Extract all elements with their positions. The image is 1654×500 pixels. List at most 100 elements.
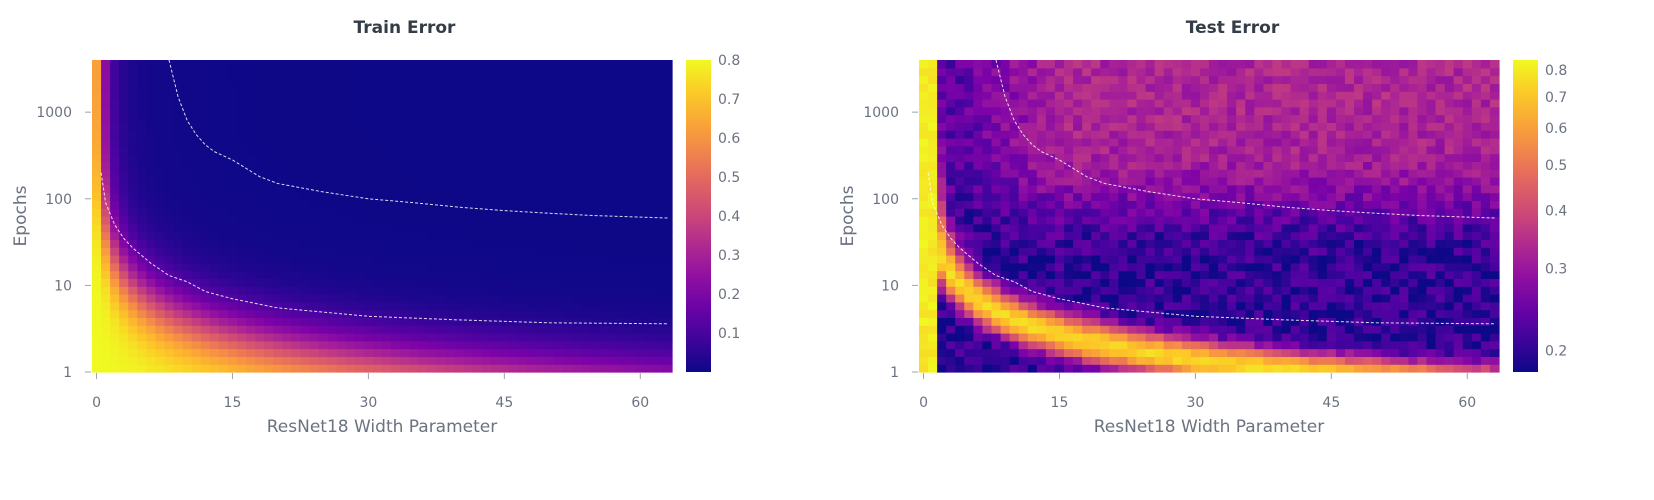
heatmap-cell — [919, 262, 929, 272]
heatmap-cell — [1036, 83, 1047, 92]
heatmap-cell — [1453, 75, 1464, 84]
heatmap-cell — [527, 239, 537, 248]
heatmap-cell — [1154, 286, 1165, 295]
heatmap-cell — [1444, 169, 1455, 178]
heatmap-cell — [209, 208, 220, 217]
heatmap-cell — [318, 301, 329, 311]
heatmap-cell — [662, 216, 673, 225]
heatmap-cell — [327, 270, 338, 279]
heatmap-cell — [463, 145, 474, 155]
heatmap-cell — [255, 364, 265, 373]
heatmap-cell — [1308, 138, 1319, 147]
heatmap-cell — [246, 247, 256, 256]
heatmap-cell — [946, 122, 956, 131]
heatmap-cell — [182, 309, 193, 318]
heatmap-cell — [919, 145, 929, 155]
heatmap-cell — [273, 278, 283, 287]
heatmap-cell — [1417, 286, 1428, 295]
heatmap-cell — [946, 301, 956, 311]
heatmap-cell — [1009, 294, 1020, 303]
heatmap-cell — [1181, 145, 1192, 155]
heatmap-cell — [1381, 106, 1391, 116]
heatmap-cell — [1109, 239, 1119, 248]
heatmap-cell — [1344, 99, 1355, 108]
heatmap-cell — [1064, 231, 1074, 240]
heatmap-cell — [1073, 333, 1083, 342]
heatmap-cell — [973, 309, 984, 318]
heatmap-cell — [1218, 356, 1228, 365]
heatmap-cell — [1372, 169, 1382, 178]
heatmap-cell — [427, 192, 437, 201]
heatmap-cell — [291, 317, 302, 326]
heatmap-cell — [318, 208, 329, 217]
heatmap-cell — [1308, 309, 1319, 318]
heatmap-cell — [1109, 301, 1119, 311]
heatmap-cell — [919, 270, 929, 279]
heatmap-cell — [101, 270, 111, 279]
heatmap-cell — [928, 239, 938, 248]
heatmap-cell — [418, 216, 428, 225]
heatmap-cell — [1335, 192, 1346, 201]
heatmap-cell — [1109, 138, 1119, 147]
heatmap-cell — [982, 169, 993, 178]
heatmap-cell — [255, 262, 265, 272]
heatmap-cell — [536, 364, 546, 373]
heatmap-cell — [1417, 114, 1428, 123]
heatmap-cell — [554, 138, 564, 147]
heatmap-cell — [110, 348, 120, 357]
heatmap-cell — [445, 348, 456, 357]
heatmap-cell — [1136, 270, 1147, 279]
heatmap-cell — [300, 239, 311, 248]
heatmap-cell — [454, 262, 465, 272]
heatmap-cell — [92, 247, 102, 256]
heatmap-cell — [1308, 317, 1319, 326]
heatmap-cell — [1181, 294, 1192, 303]
heatmap-cell — [973, 200, 984, 209]
heatmap-cell — [1344, 216, 1355, 225]
heatmap-cell — [919, 286, 929, 295]
heatmap-cell — [1163, 208, 1174, 217]
heatmap-cell — [991, 153, 1002, 162]
heatmap-cell — [1399, 200, 1409, 209]
heatmap-cell — [309, 239, 320, 248]
heatmap-cell — [653, 138, 664, 147]
heatmap-cell — [1236, 67, 1246, 77]
heatmap-cell — [1426, 216, 1437, 225]
heatmap-cell — [1363, 231, 1373, 240]
heatmap-cell — [1390, 255, 1400, 264]
heatmap-cell — [1335, 106, 1346, 116]
heatmap-cell — [191, 122, 202, 131]
heatmap-cell — [481, 255, 492, 264]
heatmap-cell — [937, 208, 947, 217]
heatmap-cell — [200, 138, 211, 147]
heatmap-cell — [1100, 83, 1110, 92]
heatmap-cell — [382, 286, 392, 295]
heatmap-cell — [282, 301, 292, 311]
heatmap-cell — [1064, 208, 1074, 217]
heatmap-cell — [1154, 317, 1165, 326]
heatmap-cell — [291, 348, 302, 357]
heatmap-cell — [653, 286, 664, 295]
heatmap-cell — [282, 317, 292, 326]
heatmap-cell — [318, 309, 329, 318]
heatmap-cell — [1009, 145, 1020, 155]
heatmap-cell — [572, 255, 582, 264]
heatmap-cell — [955, 161, 965, 170]
heatmap-cell — [499, 106, 510, 116]
heatmap-cell — [1154, 153, 1165, 162]
heatmap-cell — [1444, 333, 1455, 342]
heatmap-cell — [463, 91, 474, 100]
heatmap-cell — [1344, 177, 1355, 186]
heatmap-cell — [626, 333, 637, 342]
heatmap-cell — [928, 184, 938, 194]
heatmap-cell — [1136, 83, 1147, 92]
heatmap-cell — [1372, 301, 1382, 311]
heatmap-cell — [1136, 99, 1147, 108]
heatmap-cell — [1036, 114, 1047, 123]
heatmap-cell — [1073, 325, 1083, 334]
heatmap-cell — [1054, 184, 1065, 194]
heatmap-cell — [1218, 145, 1228, 155]
heatmap-cell — [1181, 91, 1192, 100]
heatmap-cell — [1399, 278, 1409, 287]
heatmap-cell — [1236, 262, 1246, 272]
